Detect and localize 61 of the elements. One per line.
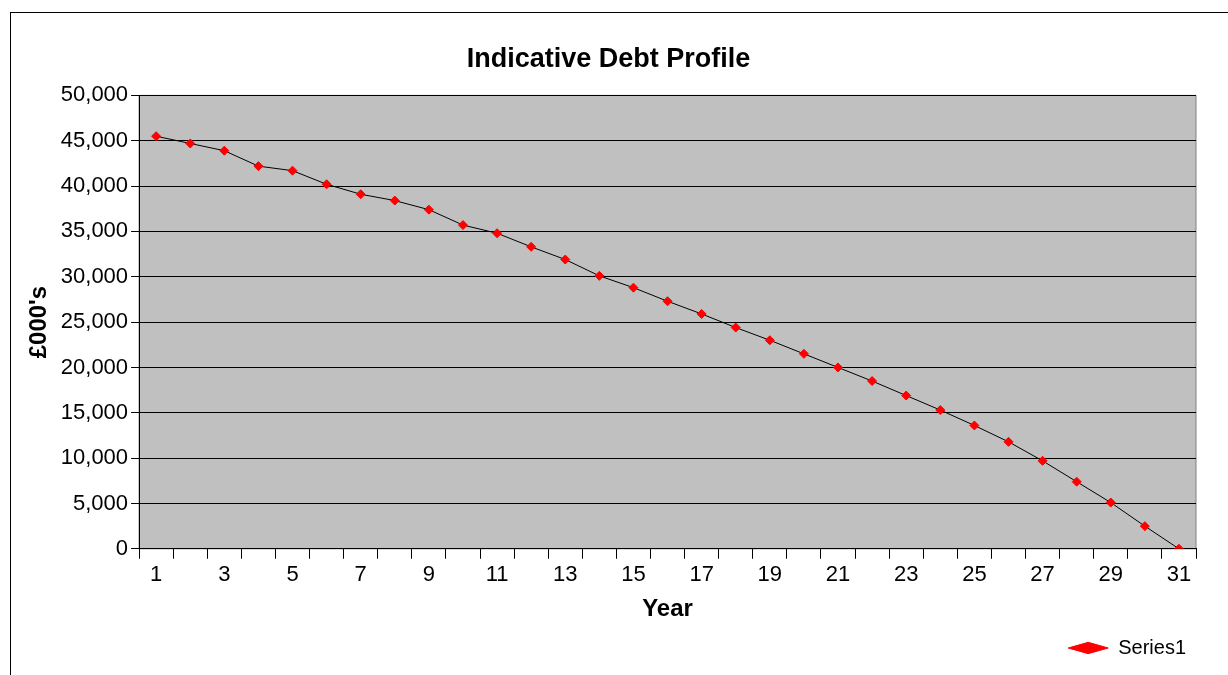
point: [151, 131, 162, 142]
point: [867, 376, 878, 387]
x-tick-label: 9: [422, 561, 436, 587]
point: [696, 308, 707, 319]
y-tick-label: 35,000: [60, 217, 129, 243]
y-tick-label: 15,000: [60, 398, 129, 424]
x-tick-label: 7: [354, 561, 367, 587]
point: [1139, 521, 1150, 532]
point: [1037, 455, 1048, 466]
x-tick-label: 29: [1098, 561, 1124, 587]
point: [287, 165, 298, 176]
point: [594, 270, 605, 281]
x-tick-label: 13: [553, 561, 578, 587]
x-tick-label: 21: [825, 561, 851, 587]
point: [833, 362, 844, 373]
x-tick-label: 23: [893, 561, 919, 587]
x-tick-label: 27: [1030, 561, 1055, 587]
point: [1003, 436, 1014, 447]
point: [253, 161, 264, 172]
point: [764, 335, 775, 346]
y-tick-label: 20,000: [60, 353, 129, 379]
point: [321, 179, 332, 190]
point: [185, 138, 196, 149]
point: [662, 296, 673, 307]
chart-title: Indicative Debt Profile: [466, 42, 751, 73]
y-axis-title: £000's: [24, 285, 52, 359]
y-tick-label: 0: [115, 534, 129, 560]
point: [389, 195, 400, 206]
x-tick-label: 3: [218, 561, 231, 587]
point: [901, 390, 912, 401]
x-tick-label: 1: [150, 561, 163, 587]
x-tick-label: 19: [757, 561, 783, 587]
point: [492, 228, 503, 239]
point: [355, 189, 366, 200]
x-axis-title: Year: [642, 594, 693, 622]
y-tick-label: 40,000: [60, 172, 129, 198]
point: [219, 145, 230, 156]
point: [628, 282, 639, 293]
x-tick-label: 25: [962, 561, 987, 587]
point: [526, 241, 537, 252]
point: [423, 204, 434, 215]
point: [969, 420, 980, 431]
point: [457, 220, 468, 231]
y-tick-label: 10,000: [60, 444, 129, 470]
y-tick-label: 5,000: [73, 489, 129, 515]
legend-label: Series1: [1118, 635, 1186, 658]
x-tick-label: 17: [689, 561, 714, 587]
point: [730, 322, 741, 333]
y-tick-label: 30,000: [60, 262, 129, 288]
y-tick-label: 25,000: [60, 308, 129, 334]
point: [935, 405, 946, 416]
point: [1071, 476, 1082, 487]
point: [560, 254, 571, 265]
x-tick-label: 31: [1166, 561, 1192, 587]
y-tick-label: 45,000: [60, 126, 129, 152]
point: [1105, 497, 1116, 508]
x-tick-label: 5: [286, 561, 299, 587]
x-tick-label: 15: [621, 561, 646, 587]
y-tick-label: 50,000: [60, 81, 129, 107]
x-tick-label: 11: [485, 561, 509, 587]
point: [798, 348, 809, 359]
